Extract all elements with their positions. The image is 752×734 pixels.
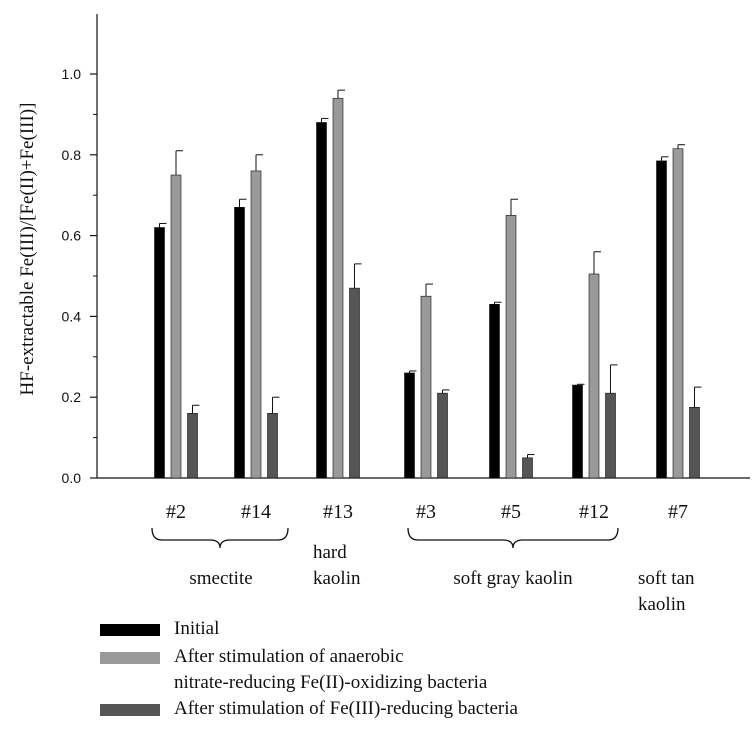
bar-n3-s2 xyxy=(437,392,448,479)
group-label-soft-tan-kaolin-2: kaolin xyxy=(638,594,686,615)
x-tick-label: #3 xyxy=(416,501,436,523)
bar-n14-s2 xyxy=(267,413,278,479)
x-tick-label: #12 xyxy=(579,501,609,523)
group-label-soft-gray-kaolin: soft gray kaolin xyxy=(453,568,573,589)
bar-n5-s2 xyxy=(522,457,533,479)
bar-n5-s1 xyxy=(505,215,517,479)
bar-n13-s1 xyxy=(332,97,344,479)
y-tick-label: 0.8 xyxy=(62,147,82,163)
x-tick-label: #7 xyxy=(668,501,688,523)
legend-label-initial: Initial xyxy=(174,618,220,639)
bar-n3-s1 xyxy=(420,295,432,479)
y-tick-label: 0.6 xyxy=(62,228,82,244)
bar-n12-s2 xyxy=(605,392,616,479)
legend-label-fe2-oxidizing-line1: After stimulation of anaerobic xyxy=(174,646,404,667)
x-tick-labels: #2 #14 #13 #3 #5 #12 #7 xyxy=(166,501,688,523)
x-tick-label: #14 xyxy=(241,501,271,523)
group-label-soft-tan-kaolin-1: soft tan xyxy=(638,568,695,589)
bar-n5-s0 xyxy=(489,303,500,479)
legend-item-initial: Initial xyxy=(98,616,738,644)
legend-swatch-fe3-reducing xyxy=(100,704,160,716)
group-label-smectite: smectite xyxy=(189,568,252,589)
bar-n7-s0 xyxy=(656,160,667,479)
bar-n14-s0 xyxy=(234,207,245,479)
y-tick-label: 1.0 xyxy=(62,66,82,82)
group-label-hard-kaolin-2: kaolin xyxy=(313,568,361,589)
group-brace xyxy=(151,527,289,549)
y-tick-label: 0.4 xyxy=(62,308,82,324)
error-bars xyxy=(159,89,702,458)
bar-n2-s2 xyxy=(187,413,198,479)
bar-n7-s2 xyxy=(689,406,700,479)
bar-n7-s1 xyxy=(672,148,684,479)
bar-n3-s0 xyxy=(404,372,415,479)
y-ticks: 0.0 0.2 0.4 0.6 0.8 1.0 xyxy=(62,66,97,486)
chart: 0.0 0.2 0.4 0.6 0.8 1.0 #2 #14 #13 #3 #5 #12 #7 sme… xyxy=(17,14,750,615)
bars xyxy=(154,97,700,479)
group-brace xyxy=(407,527,619,549)
bar-n13-s2 xyxy=(349,287,360,479)
y-tick-label: 0.2 xyxy=(62,389,82,405)
legend-swatch-fe2-oxidizing xyxy=(100,652,160,664)
bar-n13-s0 xyxy=(316,122,327,479)
bar-n2-s1 xyxy=(170,174,182,479)
legend-item-fe2-oxidizing: After stimulation of anaerobic nitrate-r… xyxy=(98,644,738,696)
x-tick-label: #5 xyxy=(501,501,521,523)
group-labels: smectite hard kaolin soft gray kaolin soft t… xyxy=(151,527,695,615)
x-tick-label: #13 xyxy=(323,501,353,523)
bar-n12-s0 xyxy=(572,384,583,479)
bar-n14-s1 xyxy=(250,170,262,479)
legend: Initial After stimulation of anaerobic n… xyxy=(98,616,738,724)
legend-item-fe3-reducing: After stimulation of Fe(III)-reducing ba… xyxy=(98,696,738,724)
bar-n2-s0 xyxy=(154,227,165,479)
legend-label-fe2-oxidizing-line2: nitrate-reducing Fe(II)-oxidizing bacter… xyxy=(174,672,488,693)
y-tick-label: 0.0 xyxy=(62,470,82,486)
x-tick-label: #2 xyxy=(166,501,186,523)
group-label-hard-kaolin-1: hard xyxy=(313,542,347,563)
y-axis-label: HF-extractable Fe(III)/[Fe(II)+Fe(III)] xyxy=(17,103,38,396)
legend-label-fe3-reducing: After stimulation of Fe(III)-reducing ba… xyxy=(174,698,518,719)
legend-swatch-initial xyxy=(100,624,160,636)
bar-n12-s1 xyxy=(588,273,600,479)
